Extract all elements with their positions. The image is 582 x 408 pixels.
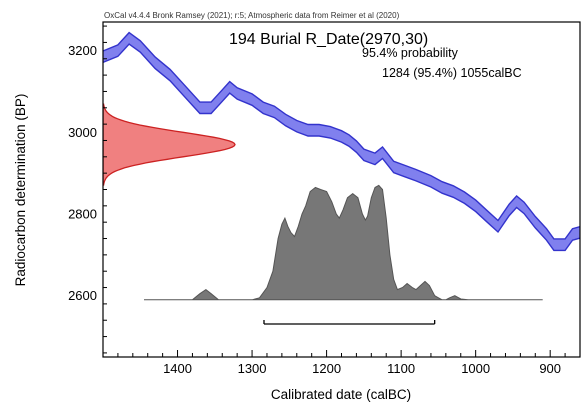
plot-area	[103, 31, 580, 325]
y-axis-label: Radiocarbon determination (BP)	[13, 94, 28, 287]
range-label: 1284 (95.4%) 1055calBC	[382, 66, 522, 80]
x-axis-label: Calibrated date (calBC)	[271, 387, 411, 402]
y-tick-label: 2800	[68, 207, 97, 222]
calibration-curve-lower	[103, 43, 580, 252]
x-tick-label: 900	[539, 361, 561, 376]
x-tick-label: 1400	[163, 361, 192, 376]
calibrated-distribution	[144, 184, 543, 301]
x-tick-label: 1200	[312, 361, 341, 376]
axis-ticks: 1400 1300 1200 1100 1000 900 2600 2800 3000 3200	[68, 25, 581, 376]
y-tick-label: 2600	[68, 288, 97, 303]
x-tick-label: 1000	[461, 361, 490, 376]
probability-label: 95.4% probability	[362, 46, 459, 60]
x-tick-label: 1300	[238, 361, 267, 376]
oxcal-header: OxCal v4.4.4 Bronk Ramsey (2021); r:5; A…	[104, 11, 400, 20]
x-tick-label: 1100	[387, 361, 415, 376]
radiocarbon-measurement-distribution	[103, 103, 236, 186]
date-title: 194 Burial R_Date(2970,30)	[229, 31, 428, 48]
y-tick-label: 3200	[68, 43, 97, 58]
calibration-curve-upper	[103, 31, 580, 240]
y-tick-label: 3000	[68, 125, 97, 140]
plot-content	[103, 31, 580, 301]
